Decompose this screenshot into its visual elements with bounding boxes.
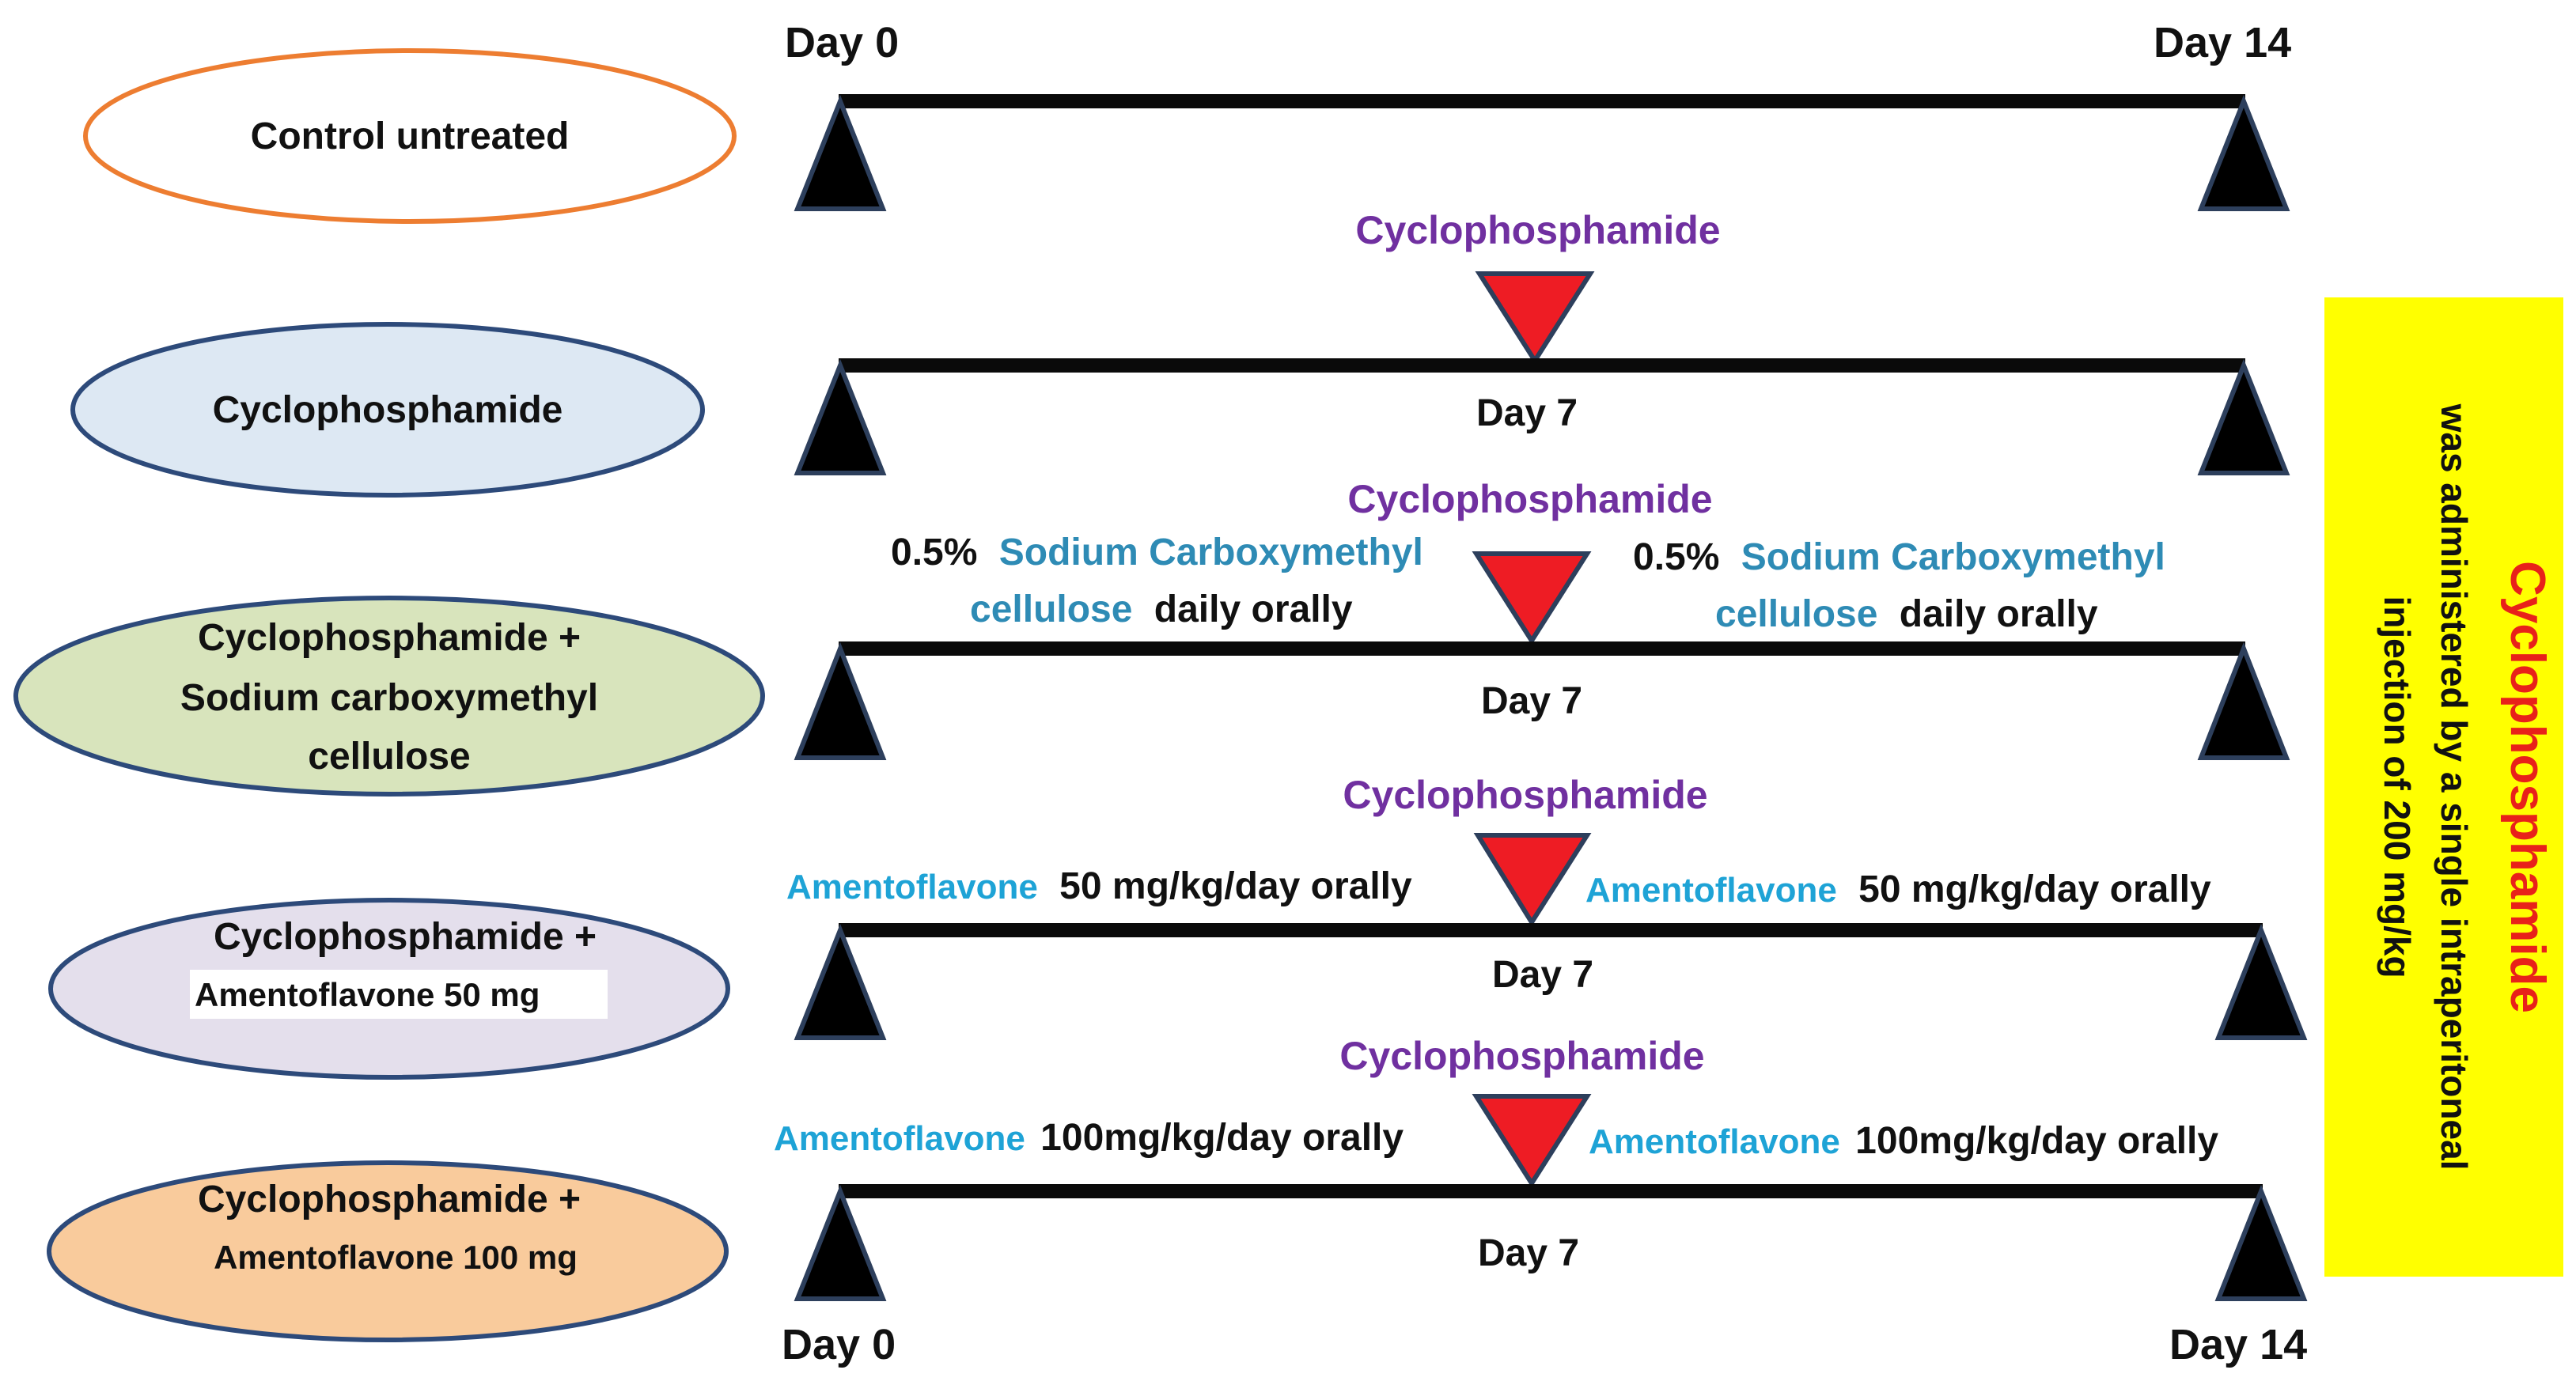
treatment-suffix: daily orally [1154,588,1353,630]
group-label-line: Cyclophosphamide + [214,916,597,958]
dosing-note-box [2324,297,2563,1277]
treatment-dose: 0.5% [1633,536,1719,578]
treatment-drug: Sodium Carboxymethyl [1741,536,2165,578]
day14-marker [2197,358,2290,475]
treatment-drug: Sodium Carboxymethyl [999,532,1423,573]
group-cyclophosphamide-cmc: Cyclophosphamide + Sodium carboxymethyl … [13,477,2290,797]
group-label-line: Cyclophosphamide [213,389,563,431]
dosing-note: Cyclophosphamide was administered by a s… [2324,297,2563,1277]
day7-label: Day 7 [1492,954,1593,996]
cyclophosphamide-injection-marker [1473,833,1592,927]
group-sub-label: Amentoflavone 100 mg [214,1239,578,1276]
sub-label-box [190,970,608,1019]
treatment-right-line2: cellulose daily orally [1715,593,2098,635]
group-amentoflavone-100: Cyclophosphamide + Amentoflavone 100 mg … [47,1034,2308,1342]
injection-label: Cyclophosphamide [1347,477,1712,521]
group-sub-label: Amentoflavone 50 mg [195,976,540,1013]
group-label-line: cellulose [308,736,470,778]
group-label-line: Control untreated [251,115,570,157]
day14-marker [2214,923,2308,1040]
cyclophosphamide-injection-marker [1472,1094,1592,1188]
group-cyclophosphamide: Cyclophosphamide Cyclophosphamide Day 7 [70,208,2290,498]
day0-marker [794,641,887,760]
treatment-dose: 50 mg/kg/day orally [1059,865,1412,907]
treatment-drug: Amentoflavone [774,1119,1025,1158]
group-label-line: Cyclophosphamide + [198,1179,581,1220]
group-label-ellipse [83,48,737,224]
day0-marker [794,358,887,475]
group-label-ellipse [13,596,765,797]
header-day14-bottom: Day 14 [2169,1321,2307,1368]
group-amentoflavone-50: Cyclophosphamide + Amentoflavone 50 mg C… [48,773,2308,1080]
day7-label: Day 7 [1481,680,1582,722]
day14-marker [2197,641,2290,760]
group-label-line: Cyclophosphamide + [198,617,581,659]
day7-label: Day 7 [1476,392,1578,434]
treatment-drug: Amentoflavone [1589,1122,1840,1161]
day0-marker [794,923,887,1040]
treatment-drug: cellulose [1715,593,1877,635]
treatment-left: Amentoflavone 50 mg/kg/day orally [786,865,1412,907]
treatment-left-line2: cellulose daily orally [970,588,1353,630]
header-day0-top: Day 0 [785,19,899,66]
group-label-ellipse [47,1160,729,1342]
dosing-note-line2: injection of 200 mg/kg [2377,596,2418,978]
treatment-dose: 100mg/kg/day orally [1040,1117,1404,1159]
treatment-right: Amentoflavone 100mg/kg/day orally [1589,1120,2218,1162]
day0-marker [794,94,887,211]
group-label-ellipse [70,322,705,498]
treatment-right-line1: 0.5% Sodium Carboxymethyl [1633,536,2165,578]
treatment-dose: 50 mg/kg/day orally [1858,868,2211,910]
header-day14-top: Day 14 [2154,19,2291,66]
day7-label: Day 7 [1478,1232,1579,1274]
injection-label: Cyclophosphamide [1355,208,1720,252]
group-label-line: Sodium carboxymethyl [180,677,598,719]
treatment-left: Amentoflavone 100mg/kg/day orally [774,1117,1404,1159]
treatment-right: Amentoflavone 50 mg/kg/day orally [1585,868,2211,910]
cyclophosphamide-injection-marker [1475,271,1595,365]
treatment-left-line1: 0.5% Sodium Carboxymethyl [891,532,1423,573]
treatment-dose: 0.5% [891,532,977,573]
treatment-drug: Amentoflavone [1585,871,1837,910]
injection-label: Cyclophosphamide [1343,773,1707,817]
treatment-drug: cellulose [970,588,1132,630]
injection-label: Cyclophosphamide [1339,1034,1704,1078]
header-day0-bottom: Day 0 [782,1321,896,1368]
treatment-dose: 100mg/kg/day orally [1855,1120,2218,1162]
dosing-note-title: Cyclophosphamide [2500,561,2555,1013]
day14-marker [2197,94,2290,211]
cyclophosphamide-injection-marker [1472,551,1592,645]
day0-marker [794,1184,887,1301]
treatment-drug: Amentoflavone [786,868,1038,906]
treatment-suffix: daily orally [1900,593,2098,635]
day14-marker [2214,1184,2308,1301]
dosing-note-line1: was administered by a single intraperito… [2434,403,2475,1171]
group-control: Control untreated [83,48,2290,224]
